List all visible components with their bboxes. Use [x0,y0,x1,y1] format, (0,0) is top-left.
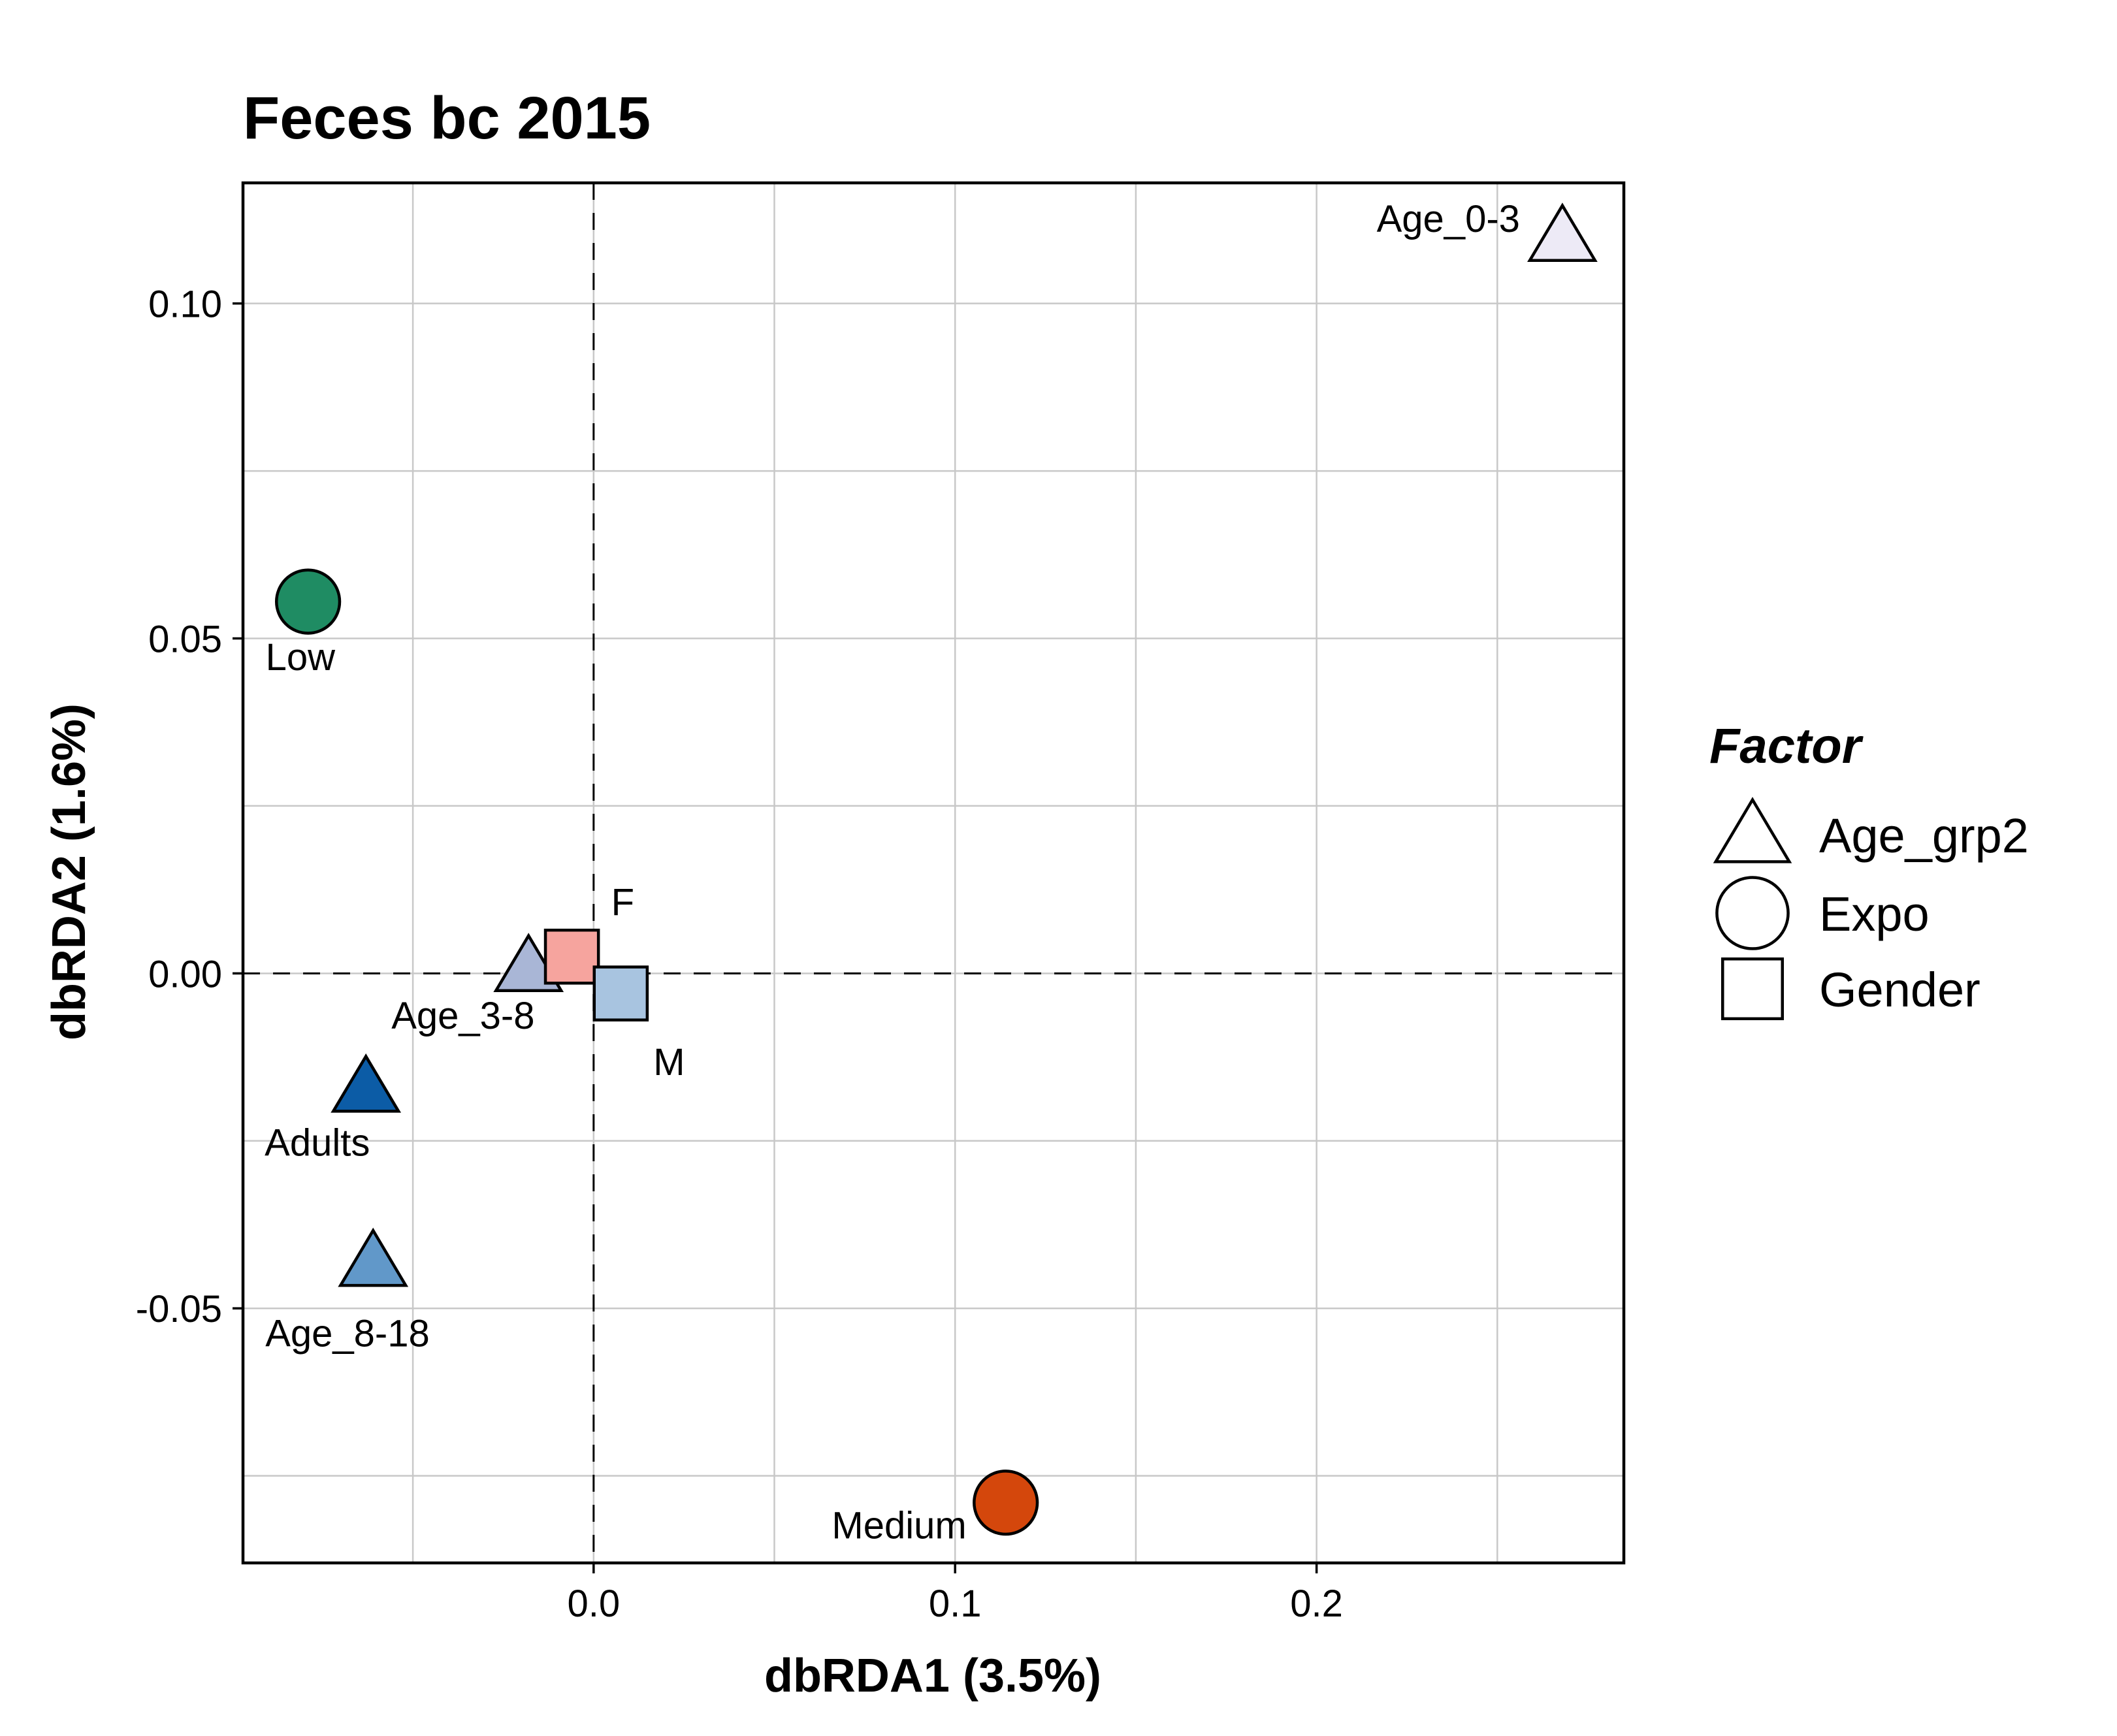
axis-ticks: 0.0 0.1 0.2 0.10 0.05 0.00 -0.05 [136,283,1343,1625]
legend-key-expo [1715,876,1790,950]
legend-key-gender [1721,957,1785,1021]
point-label-low: Low [266,636,336,679]
y-tick-label: 0.10 [148,283,222,326]
point-f [543,928,600,985]
point-label-age-3-8: Age_3-8 [391,995,534,1037]
point-label-f: F [611,882,634,924]
legend: Factor Age_grp2 Expo Gender [1709,718,2029,1021]
x-tick-label: 0.2 [1290,1583,1343,1625]
point-label-age-0-3: Age_0-3 [1377,198,1520,240]
point-label-m: M [653,1041,685,1084]
point-low [275,568,342,635]
plot-panel-border [241,181,1626,1565]
point-age-0-3 [1527,202,1598,262]
point-label-adults: Adults [265,1122,370,1165]
legend-entries: Age_grp2 Expo Gender [1713,797,2029,1021]
legend-label-age-grp2: Age_grp2 [1819,809,2029,863]
legend-label-gender: Gender [1819,963,1980,1017]
reference-lines [243,183,1624,1563]
legend-title: Factor [1709,718,1864,774]
point-m [592,965,649,1021]
point-labels: Age_0-3 Age_3-8 Adults Age_8-18 Low Medium F M [265,198,1520,1547]
y-axis-title: dbRDA2 (1.6%) [43,703,95,1040]
x-tick-label: 0.1 [929,1583,982,1625]
point-medium [973,1470,1039,1536]
point-label-age-8-18: Age_8-18 [265,1312,430,1355]
y-tick-label: -0.05 [136,1288,222,1330]
legend-label-expo: Expo [1819,887,1930,941]
y-tick-label: 0.00 [148,953,222,995]
point-label-medium: Medium [832,1505,966,1547]
data-points [275,202,1598,1536]
x-axis-title: dbRDA1 (3.5%) [764,1650,1101,1702]
point-adults [331,1053,402,1113]
point-age-8-18 [338,1227,409,1287]
x-tick-label: 0.0 [567,1583,620,1625]
legend-key-age-grp2 [1713,797,1792,863]
y-tick-label: 0.05 [148,618,222,660]
chart-title: Feces bc 2015 [243,85,651,152]
